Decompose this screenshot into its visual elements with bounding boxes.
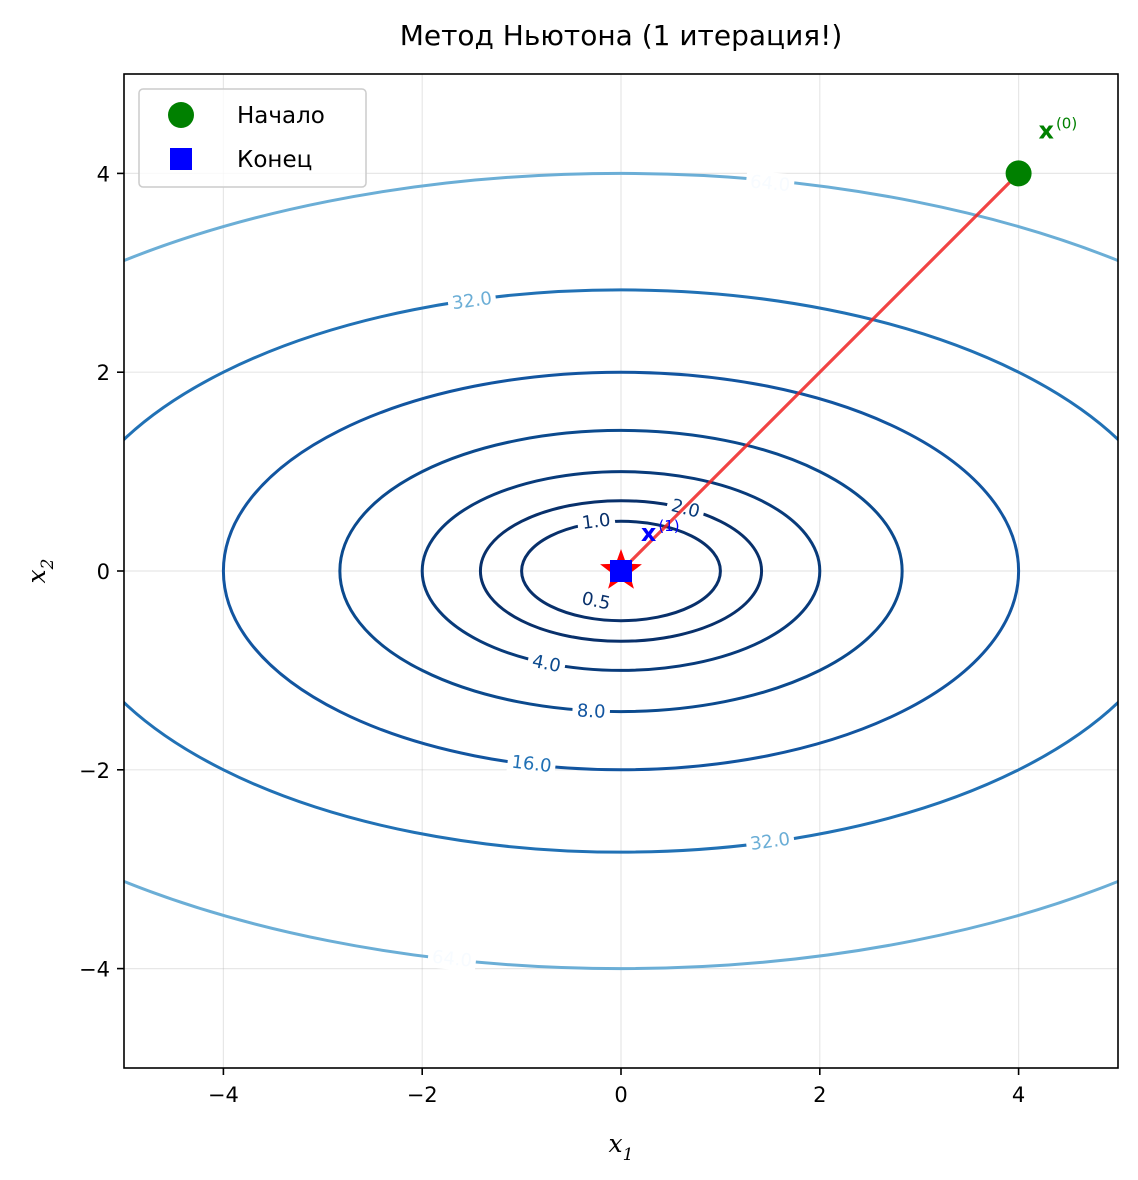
contour-line-8.0 [221, 370, 1021, 772]
plot-clipped-group: 0.51.0 2.04.08.016.032.032.064.064.0 [124, 74, 1118, 1068]
legend: Начало Конец [138, 88, 367, 188]
contour-line-16.0 [124, 288, 1118, 854]
legend-label: Конец [237, 147, 312, 173]
contour-label-gap [506, 750, 557, 778]
y-tick-label: −4 [79, 958, 110, 982]
contour-line-1.0 [478, 499, 764, 643]
y-axis-label-main: x [22, 569, 51, 583]
legend-marker-square [170, 148, 192, 170]
x-tick-label: 2 [813, 1083, 826, 1107]
start-circle-marker [1005, 160, 1032, 187]
contour-label-group: 1.0 [576, 508, 617, 535]
contour-label-group: 8.0 [571, 699, 611, 724]
contour-label-gap [446, 286, 498, 315]
x-tick-label: 0 [614, 1083, 627, 1107]
x-tick-label: −2 [407, 1083, 438, 1107]
point-annotation-0: x (0) [1038, 115, 1077, 145]
contour-label-gap [744, 827, 796, 856]
axes: −4 −2 0 2 4 −4 −2 0 2 4 [79, 73, 1119, 1107]
contour-label: 8.0 [576, 700, 606, 722]
y-tick-label: 4 [97, 162, 110, 186]
x-tick-label: 4 [1012, 1083, 1025, 1107]
annotation-main: x [641, 519, 657, 547]
contour-label: 16.0 [510, 752, 552, 777]
contour-label-gap [745, 170, 796, 197]
chart-title: Метод Ньютона (1 итерация!) [400, 19, 843, 52]
contour-label: 64.0 [431, 947, 473, 972]
y-tick-label: 0 [97, 560, 110, 584]
contour-label-group: 16.0 [506, 750, 557, 778]
trajectory-line [619, 172, 1020, 573]
y-tick-label: −2 [79, 759, 110, 783]
x-axis-label-sub: 1 [623, 1145, 634, 1165]
end-square-marker [610, 560, 632, 582]
contour-label-gap [525, 648, 568, 678]
point-annotation-1: x (1) [641, 517, 680, 547]
contour-label: 64.0 [749, 171, 791, 196]
contour-label-gap [426, 945, 478, 973]
y-axis-label-sub: 2 [38, 559, 58, 571]
y-tick-label: 2 [97, 361, 110, 385]
contour-label-gap [576, 508, 617, 535]
plot-area: 0.51.0 2.04.08.016.032.032.064.064.0x (0)x… [124, 74, 1118, 1068]
legend-box [138, 88, 367, 188]
annotation-sup: (1) [658, 517, 679, 535]
contour-label-group: 64.0 [426, 945, 478, 973]
contour-line-0.5 [520, 519, 722, 623]
contour-label-group: 0.5 [575, 586, 617, 616]
contour-label: 1.0 [581, 510, 612, 534]
contour-label-gap [575, 586, 617, 616]
x-tick-label: −4 [208, 1083, 239, 1107]
contour-line-32.0 [124, 172, 1118, 970]
contour-line-4.0 [338, 428, 904, 714]
x-axis-label: x1 [609, 1129, 634, 1165]
annotation-main: x [1038, 117, 1054, 145]
annotation-sup: (0) [1056, 115, 1077, 133]
y-axis-label: x2 [22, 559, 58, 584]
contour-line-2.0 [420, 470, 822, 672]
x-axis-label-main: x [609, 1129, 623, 1158]
contour-label-group: 64.0 [745, 170, 796, 197]
legend-label: Начало [237, 103, 325, 129]
contour-label-gap [571, 699, 611, 724]
legend-marker-circle [168, 102, 194, 128]
y-axis-label-group: x2 [22, 559, 58, 584]
